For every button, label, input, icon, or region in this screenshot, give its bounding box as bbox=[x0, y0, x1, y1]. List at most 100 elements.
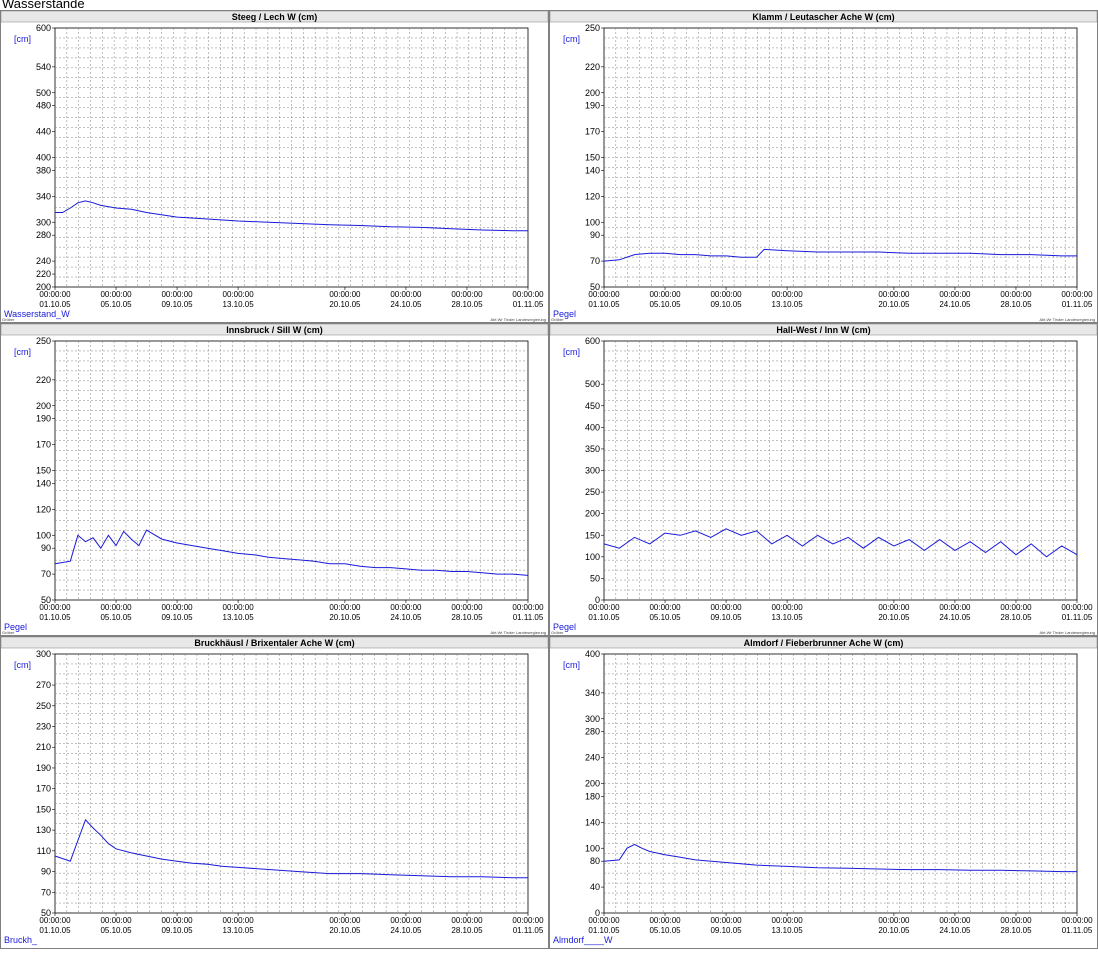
y-tick-label: 180 bbox=[585, 791, 600, 801]
x-tick-date: 24.10.05 bbox=[939, 926, 971, 935]
y-tick-label: 540 bbox=[36, 62, 51, 72]
x-tick-date: 01.10.05 bbox=[588, 926, 620, 935]
x-tick-time: 00:00:00 bbox=[223, 916, 255, 925]
x-tick-time: 00:00:00 bbox=[878, 916, 910, 925]
x-tick-date: 24.10.05 bbox=[390, 613, 422, 622]
x-tick-time: 00:00:00 bbox=[1000, 916, 1032, 925]
x-tick-time: 00:00:00 bbox=[39, 916, 71, 925]
y-tick-label: 70 bbox=[41, 887, 51, 897]
footer-left: Gröber bbox=[551, 630, 564, 635]
x-tick-time: 00:00:00 bbox=[100, 916, 132, 925]
y-tick-label: 220 bbox=[36, 269, 51, 279]
chart-svg: Almdorf / Fieberbrunner Ache W (cm) 0 40 80… bbox=[550, 637, 1097, 945]
series-label: Pegel bbox=[4, 622, 27, 632]
x-tick-date: 01.11.05 bbox=[1062, 926, 1093, 935]
x-tick-date: 28.10.05 bbox=[1000, 613, 1032, 622]
y-tick-label: 230 bbox=[36, 722, 51, 732]
series-label: Pegel bbox=[553, 309, 576, 319]
y-tick-label: 500 bbox=[585, 379, 600, 389]
x-tick-time: 00:00:00 bbox=[649, 290, 681, 299]
footer-left: Gröber bbox=[2, 317, 15, 322]
x-tick-date: 28.10.05 bbox=[451, 613, 483, 622]
y-tick-label: 170 bbox=[585, 127, 600, 137]
series-label: Pegel bbox=[553, 622, 576, 632]
series-label: Wasserstand_W bbox=[4, 309, 70, 319]
y-tick-label: 120 bbox=[36, 504, 51, 514]
x-tick-time: 00:00:00 bbox=[451, 603, 483, 612]
x-tick-date: 01.11.05 bbox=[513, 300, 544, 309]
x-tick-time: 00:00:00 bbox=[710, 603, 742, 612]
x-tick-date: 09.10.05 bbox=[161, 613, 193, 622]
x-tick-date: 09.10.05 bbox=[710, 926, 742, 935]
y-tick-label: 300 bbox=[36, 649, 51, 659]
x-tick-date: 01.11.05 bbox=[1062, 300, 1093, 309]
x-tick-date: 05.10.05 bbox=[100, 300, 132, 309]
x-tick-time: 00:00:00 bbox=[390, 603, 422, 612]
y-tick-label: 220 bbox=[585, 62, 600, 72]
x-tick-time: 00:00:00 bbox=[1061, 290, 1093, 299]
x-tick-time: 00:00:00 bbox=[878, 603, 910, 612]
footer-right: Abt.Wr Tiroler Landesregierung bbox=[490, 317, 546, 322]
y-tick-label: 130 bbox=[36, 825, 51, 835]
x-tick-time: 00:00:00 bbox=[161, 290, 193, 299]
chart-panel-0: Steeg / Lech W (cm) 200 220 240 280 300 340 380… bbox=[0, 10, 549, 323]
y-tick-label: 300 bbox=[36, 217, 51, 227]
y-tick-label: 440 bbox=[36, 127, 51, 137]
y-tick-label: 80 bbox=[590, 856, 600, 866]
y-tick-label: 500 bbox=[36, 88, 51, 98]
x-tick-date: 01.10.05 bbox=[588, 613, 620, 622]
x-tick-date: 01.10.05 bbox=[39, 926, 71, 935]
unit-label: [cm] bbox=[14, 34, 31, 44]
y-tick-label: 70 bbox=[41, 569, 51, 579]
x-tick-date: 20.10.05 bbox=[878, 926, 910, 935]
x-tick-date: 13.10.05 bbox=[223, 300, 255, 309]
y-tick-label: 170 bbox=[36, 440, 51, 450]
y-tick-label: 190 bbox=[36, 414, 51, 424]
y-tick-label: 100 bbox=[585, 217, 600, 227]
x-tick-date: 20.10.05 bbox=[878, 613, 910, 622]
chart-svg: Steeg / Lech W (cm) 200 220 240 280 300 340 380… bbox=[1, 11, 548, 322]
y-tick-label: 0 bbox=[595, 908, 600, 918]
y-tick-label: 300 bbox=[585, 714, 600, 724]
x-tick-time: 00:00:00 bbox=[512, 916, 544, 925]
chart-title: Bruckhäusl / Brixentaler Ache W (cm) bbox=[194, 638, 354, 648]
unit-label: [cm] bbox=[14, 347, 31, 357]
y-tick-label: 270 bbox=[36, 680, 51, 690]
x-tick-date: 28.10.05 bbox=[1000, 926, 1032, 935]
y-tick-label: 100 bbox=[585, 552, 600, 562]
series-line bbox=[603, 843, 1077, 873]
y-tick-label: 90 bbox=[590, 230, 600, 240]
y-tick-label: 340 bbox=[585, 688, 600, 698]
y-tick-label: 240 bbox=[585, 753, 600, 763]
x-tick-date: 09.10.05 bbox=[161, 300, 193, 309]
x-tick-time: 00:00:00 bbox=[100, 603, 132, 612]
chart-title: Klamm / Leutascher Ache W (cm) bbox=[752, 12, 894, 22]
x-tick-time: 00:00:00 bbox=[451, 290, 483, 299]
series-line bbox=[603, 248, 1077, 262]
x-tick-date: 09.10.05 bbox=[710, 300, 742, 309]
footer-left: Gröber bbox=[2, 630, 15, 635]
footer-right: Abt.Wr Tiroler Landesregierung bbox=[490, 630, 546, 635]
y-tick-label: 300 bbox=[585, 466, 600, 476]
footer-left: Gröber bbox=[551, 317, 564, 322]
y-tick-label: 70 bbox=[590, 256, 600, 266]
y-tick-label: 50 bbox=[590, 282, 600, 292]
page-title: Wasserstände bbox=[2, 0, 85, 11]
chart-panel-3: Hall-West / Inn W (cm) 0 50 100 150 200 250 300… bbox=[549, 323, 1098, 636]
y-tick-label: 400 bbox=[585, 422, 600, 432]
y-tick-label: 380 bbox=[36, 165, 51, 175]
chart-title: Innsbruck / Sill W (cm) bbox=[226, 325, 323, 335]
x-tick-date: 01.11.05 bbox=[513, 613, 544, 622]
y-tick-label: 50 bbox=[590, 573, 600, 583]
x-tick-time: 00:00:00 bbox=[1061, 916, 1093, 925]
x-tick-time: 00:00:00 bbox=[939, 290, 971, 299]
y-tick-label: 100 bbox=[36, 530, 51, 540]
x-tick-date: 01.11.05 bbox=[513, 926, 544, 935]
y-tick-label: 90 bbox=[41, 867, 51, 877]
series-line bbox=[54, 818, 528, 879]
x-tick-time: 00:00:00 bbox=[939, 916, 971, 925]
x-tick-time: 00:00:00 bbox=[161, 603, 193, 612]
y-tick-label: 100 bbox=[585, 843, 600, 853]
x-tick-time: 00:00:00 bbox=[588, 290, 620, 299]
y-tick-label: 190 bbox=[585, 101, 600, 111]
